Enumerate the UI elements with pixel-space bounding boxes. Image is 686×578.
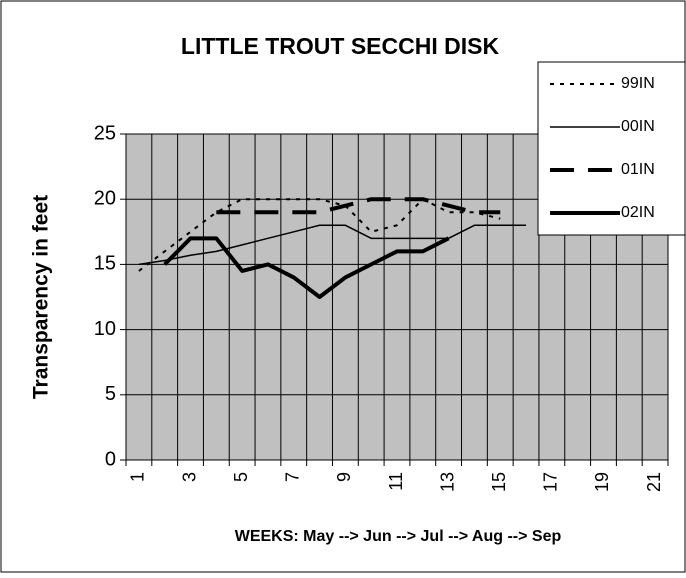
x-tick-label: 9: [334, 472, 354, 482]
x-axis-label: WEEKS: May --> Jun --> Jul --> Aug --> S…: [235, 528, 562, 545]
series-line: [216, 197, 501, 215]
x-tick-label: 11: [386, 472, 406, 491]
chart-title: LITTLE TROUT SECCHI DISK: [181, 33, 500, 59]
y-tick-label: 15: [94, 253, 116, 275]
x-tick-label: 17: [541, 472, 561, 492]
series-line: [163, 236, 450, 299]
x-tick-label: 1: [128, 472, 148, 482]
x-tick-label: 7: [283, 472, 303, 482]
x-tick-label: 5: [231, 472, 251, 482]
y-axis-label: Transparency in feet: [30, 195, 53, 399]
x-tick-label: 21: [644, 472, 664, 492]
legend-label: 01IN: [621, 161, 655, 178]
legend-label: 02IN: [621, 204, 655, 221]
y-tick-label: 20: [94, 187, 116, 209]
legend-label: 00IN: [621, 118, 655, 135]
y-tick-label: 0: [105, 448, 116, 470]
y-tick-label: 5: [105, 383, 116, 405]
x-tick-label: 19: [592, 472, 612, 492]
legend-label: 99IN: [621, 75, 655, 92]
y-tick-label: 25: [94, 122, 116, 144]
series-line: [138, 224, 527, 266]
y-tick-label: 10: [94, 318, 116, 340]
x-tick-label: 13: [437, 472, 457, 492]
x-tick-label: 3: [179, 472, 199, 482]
series-line: [138, 198, 501, 272]
legend-box: [537, 61, 686, 236]
x-tick-label: 15: [489, 472, 509, 492]
